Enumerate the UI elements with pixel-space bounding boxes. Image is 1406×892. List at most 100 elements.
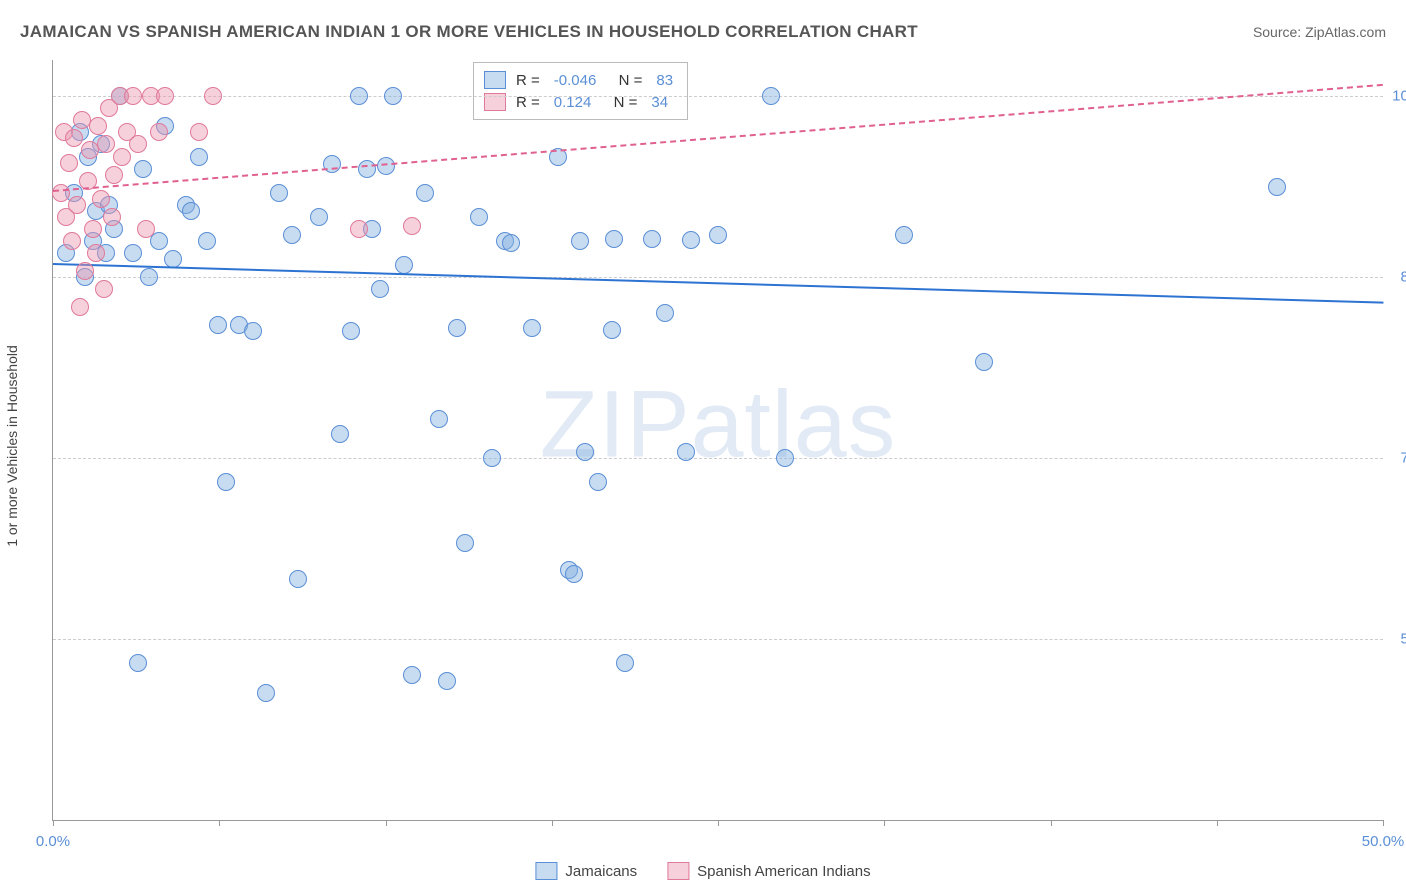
data-point [182, 202, 200, 220]
data-point [190, 123, 208, 141]
data-point [310, 208, 328, 226]
gridline [53, 96, 1383, 97]
stat-r-label: R = [516, 72, 540, 89]
x-tick [1217, 820, 1218, 826]
data-point [603, 321, 621, 339]
legend-swatch-1 [535, 862, 557, 880]
data-point [140, 268, 158, 286]
data-point [283, 226, 301, 244]
stat-r-1: -0.046 [550, 72, 601, 89]
data-point [129, 654, 147, 672]
data-point [605, 230, 623, 248]
y-axis-title: 1 or more Vehicles in Household [4, 345, 20, 547]
x-tick [1383, 820, 1384, 826]
legend-item-1: Jamaicans [535, 862, 637, 880]
data-point [975, 353, 993, 371]
data-point [113, 148, 131, 166]
data-point [71, 298, 89, 316]
stats-legend-box: R = -0.046 N = 83 R = 0.124 N = 34 [473, 62, 688, 120]
legend-swatch-2 [667, 862, 689, 880]
y-tick-label: 100.0% [1388, 88, 1406, 105]
data-point [565, 565, 583, 583]
data-point [589, 473, 607, 491]
data-point [350, 220, 368, 238]
y-tick-label: 85.0% [1388, 269, 1406, 286]
trend-line [53, 263, 1383, 304]
chart-title: JAMAICAN VS SPANISH AMERICAN INDIAN 1 OR… [20, 22, 918, 42]
data-point [198, 232, 216, 250]
x-tick [53, 820, 54, 826]
data-point [257, 684, 275, 702]
data-point [124, 244, 142, 262]
data-point [217, 473, 235, 491]
data-point [156, 87, 174, 105]
x-tick [386, 820, 387, 826]
data-point [483, 449, 501, 467]
data-point [709, 226, 727, 244]
data-point [244, 322, 262, 340]
data-point [137, 220, 155, 238]
data-point [1268, 178, 1286, 196]
data-point [677, 443, 695, 461]
data-point [65, 129, 83, 147]
data-point [430, 410, 448, 428]
stat-n-1: 83 [652, 72, 677, 89]
chart-source: Source: ZipAtlas.com [1253, 24, 1386, 40]
stats-row-2: R = 0.124 N = 34 [484, 91, 677, 113]
data-point [384, 87, 402, 105]
gridline [53, 639, 1383, 640]
data-point [456, 534, 474, 552]
data-point [60, 154, 78, 172]
chart-header: JAMAICAN VS SPANISH AMERICAN INDIAN 1 OR… [20, 22, 1386, 42]
watermark-zip: ZIP [540, 371, 691, 477]
gridline [53, 458, 1383, 459]
data-point [150, 232, 168, 250]
y-tick-label: 55.0% [1388, 631, 1406, 648]
data-point [63, 232, 81, 250]
gridline [53, 277, 1383, 278]
x-tick [552, 820, 553, 826]
data-point [350, 87, 368, 105]
data-point [403, 666, 421, 684]
data-point [68, 196, 86, 214]
data-point [52, 184, 70, 202]
data-point [150, 123, 168, 141]
data-point [571, 232, 589, 250]
data-point [576, 443, 594, 461]
data-point [776, 449, 794, 467]
data-point [95, 280, 113, 298]
data-point [124, 87, 142, 105]
legend-label-2: Spanish American Indians [697, 863, 870, 880]
data-point [762, 87, 780, 105]
data-point [129, 135, 147, 153]
x-tick-label: 0.0% [36, 833, 70, 850]
data-point [656, 304, 674, 322]
data-point [89, 117, 107, 135]
data-point [342, 322, 360, 340]
trend-line [53, 84, 1383, 192]
data-point [134, 160, 152, 178]
swatch-series-1 [484, 71, 506, 89]
data-point [103, 208, 121, 226]
data-point [97, 135, 115, 153]
data-point [395, 256, 413, 274]
data-point [289, 570, 307, 588]
x-tick [219, 820, 220, 826]
data-point [502, 234, 520, 252]
data-point [416, 184, 434, 202]
data-point [204, 87, 222, 105]
data-point [358, 160, 376, 178]
data-point [523, 319, 541, 337]
x-tick [884, 820, 885, 826]
x-tick [1051, 820, 1052, 826]
x-tick [718, 820, 719, 826]
data-point [87, 244, 105, 262]
data-point [209, 316, 227, 334]
y-tick-label: 70.0% [1388, 450, 1406, 467]
data-point [270, 184, 288, 202]
data-point [682, 231, 700, 249]
data-point [371, 280, 389, 298]
watermark-atlas: atlas [691, 371, 897, 477]
watermark: ZIPatlas [540, 370, 896, 479]
data-point [76, 262, 94, 280]
